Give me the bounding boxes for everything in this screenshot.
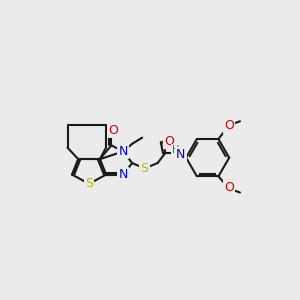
Text: S: S xyxy=(85,177,93,190)
Text: N: N xyxy=(118,145,128,158)
Text: O: O xyxy=(164,135,174,148)
Text: H: H xyxy=(172,145,179,155)
Text: O: O xyxy=(224,182,234,194)
Text: N: N xyxy=(118,168,128,181)
Text: O: O xyxy=(224,119,234,132)
Text: N: N xyxy=(176,148,185,161)
Text: O: O xyxy=(108,124,118,137)
Text: S: S xyxy=(140,162,148,175)
